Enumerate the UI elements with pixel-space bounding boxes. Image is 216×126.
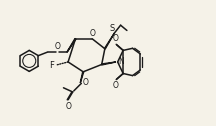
- Text: N: N: [118, 57, 124, 66]
- Polygon shape: [102, 62, 116, 65]
- Text: O: O: [112, 81, 118, 90]
- Polygon shape: [104, 33, 114, 49]
- Polygon shape: [80, 72, 84, 83]
- Text: O: O: [82, 78, 88, 87]
- Text: O: O: [112, 34, 118, 43]
- Text: O: O: [55, 42, 60, 51]
- Text: O: O: [89, 29, 95, 38]
- Text: S: S: [110, 24, 115, 33]
- Polygon shape: [67, 38, 76, 52]
- Text: O: O: [65, 102, 71, 111]
- Text: F: F: [49, 61, 54, 70]
